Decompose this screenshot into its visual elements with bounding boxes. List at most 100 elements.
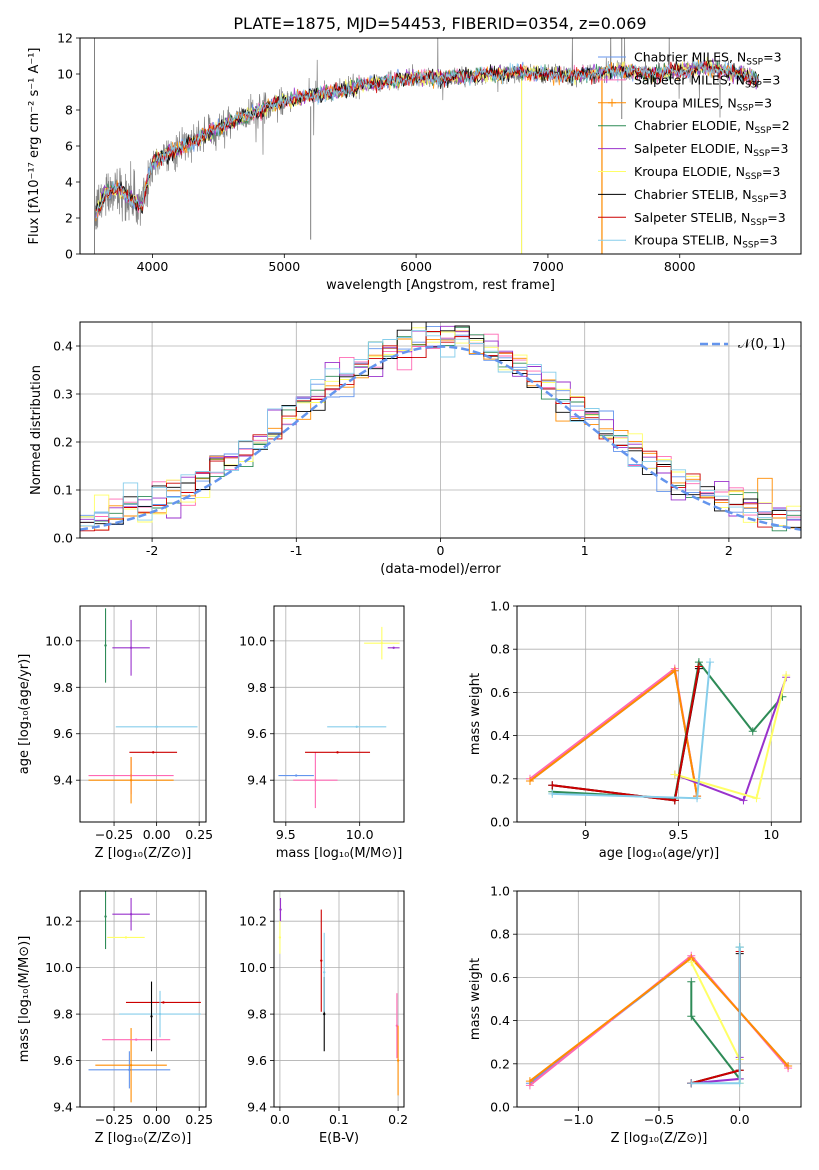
age-vs-z-ytick-label: 10.0	[45, 633, 73, 648]
legend-nssp-prefix: , N	[733, 210, 750, 225]
massweight-marker	[548, 789, 557, 798]
age-vs-z-xtick-label: −0.25	[95, 827, 133, 842]
age-vs-mass-ytick-label: 9.8	[247, 680, 267, 695]
massweight-vs-z-ticks: −1.0 −0.5 0.0 0.0 0.2 0.4 0.6 0.8 1.0	[490, 884, 750, 1128]
massweight-vs-age-ylabel: mass weight	[468, 673, 483, 755]
massweight-marker	[735, 943, 744, 952]
mass-vs-z-xlabel: Z [log₁₀(Z/Z⊙)]	[95, 1131, 192, 1146]
spectrum-ytick-label: 12	[57, 31, 73, 46]
legend-nssp-eq: =	[763, 50, 773, 65]
spectrum-ytick-label: 10	[57, 67, 73, 82]
massweight-vs-z-frame	[516, 890, 802, 1108]
massweight-vs-age-ytick-label: 0.6	[490, 685, 510, 700]
massweight-vs-age-axes: 9 9.5 10 0.0 0.2 0.4 0.6 0.8 1.0 age [log₁₀(age/y…	[468, 599, 802, 861]
massweight-vs-z-axes: −1.0 −0.5 0.0 0.0 0.2 0.4 0.6 0.8 1.0 Z [log₁₀(Z/…	[468, 884, 802, 1146]
age-vs-z-xtick-label: 0.00	[143, 827, 171, 842]
residual-histogram-xtick-label: -2	[146, 543, 158, 558]
legend-label: Salpeter ELODIE, NSSP=3	[634, 141, 788, 159]
massweight-line-kroupa-stelib	[691, 947, 741, 1085]
massweight-marker	[670, 666, 679, 675]
legend-nssp-value: 3	[772, 164, 780, 179]
mass-vs-ebv-ticks: 0.0 0.1 0.2 9.4 9.6 9.8 10.0 10.2	[239, 914, 408, 1127]
massweight-vs-age-xtick-label: 9.5	[669, 827, 689, 842]
age-vs-mass-ticks: 9.5 10.0 9.4 9.6 9.8 10.0	[239, 633, 373, 842]
age-vs-mass-plot	[278, 626, 400, 809]
data-point	[129, 1063, 133, 1067]
legend-nssp-eq: =	[771, 118, 781, 133]
legend-nssp-eq: =	[762, 72, 772, 87]
mass-vs-z-frame	[79, 890, 207, 1108]
massweight-vs-age-xlabel: age [log₁₀(age/yr)]	[599, 846, 720, 861]
legend-nssp-eq: =	[769, 187, 779, 202]
legend-nssp-eq: =	[770, 141, 780, 156]
mass-vs-z-ylabel: mass [log₁₀(M/M⊙)]	[17, 936, 32, 1063]
massweight-vs-age-ytick-label: 0.2	[490, 771, 510, 786]
massweight-vs-z-ytick-label: 0.4	[490, 1013, 510, 1028]
massweight-marker	[525, 1077, 534, 1086]
mass-vs-ebv-frame	[273, 890, 405, 1108]
massweight-marker	[525, 776, 534, 785]
residual-histogram-ytick-label: 0.3	[53, 387, 73, 402]
mass-vs-ebv-plot	[278, 897, 400, 1096]
legend-label: Salpeter STELIB, NSSP=3	[634, 210, 786, 228]
mass-vs-ebv-ytick-label: 9.4	[247, 1100, 267, 1115]
legend-marker	[608, 98, 616, 107]
age-vs-mass-ytick-label: 9.6	[247, 726, 267, 741]
massweight-marker	[739, 796, 748, 805]
legend-label: 𝒩(0, 1)	[738, 337, 785, 352]
massweight-marker	[548, 781, 557, 790]
data-point	[158, 1012, 162, 1016]
legend-label: Chabrier STELIB, NSSP=3	[634, 187, 787, 205]
histogram-legend: 𝒩(0, 1)	[700, 337, 785, 352]
mass-vs-ebv-ytick-label: 10.0	[239, 960, 267, 975]
legend-nssp-sub: SSP	[745, 80, 762, 90]
age-vs-z-ylabel: age [log₁₀(age/yr)]	[17, 654, 32, 775]
residual-histogram-xlabel: (data-model)/error	[380, 562, 501, 577]
massweight-vs-z-ytick-label: 1.0	[490, 884, 510, 899]
massweight-vs-z-ytick-label: 0.2	[490, 1056, 510, 1071]
residual-histogram-xtick-label: 0	[437, 543, 445, 558]
legend-nssp-value: 3	[778, 210, 786, 225]
residual-histogram-plot	[80, 322, 801, 532]
spectrum-ytick-label: 2	[65, 211, 73, 226]
massweight-line-chabrier-miles	[529, 669, 699, 797]
age-vs-mass-ytick-label: 10.0	[239, 633, 267, 648]
legend-label: Kroupa MILES, NSSP=3	[634, 95, 772, 113]
legend-nssp-value: 2	[782, 118, 790, 133]
legend-nssp-value: 3	[770, 233, 778, 248]
residual-histogram-axes: -2 -1 0 1 2 0.0 0.1 0.2 0.3 0.4 (data-model)/error…	[29, 321, 802, 577]
legend-nssp-sub: SSP	[737, 103, 754, 113]
age-vs-mass-ytick-label: 9.4	[247, 773, 267, 788]
data-point	[278, 936, 282, 939]
massweight-vs-z-xlabel: Z [log₁₀(Z/Z⊙)]	[611, 1131, 708, 1146]
mass-vs-z-ytick-label: 9.4	[53, 1100, 73, 1115]
legend-model-name: Chabrier ELODIE	[634, 118, 737, 133]
massweight-vs-z-ytick-label: 0.8	[490, 927, 510, 942]
legend-label: Kroupa STELIB, NSSP=3	[634, 233, 778, 251]
spectrum-xtick-label: 5000	[268, 259, 300, 274]
spectrum-xtick-label: 4000	[137, 259, 169, 274]
data-point	[396, 1059, 400, 1062]
mass-vs-z-xtick-label: −0.25	[95, 1112, 133, 1127]
data-point	[150, 1015, 153, 1018]
massweight-marker	[694, 662, 703, 671]
massweight-vs-z-xtick-label: 0.0	[730, 1112, 750, 1127]
legend-nssp-prefix: , N	[729, 50, 746, 65]
residual-histogram-xtick-label: 2	[725, 543, 733, 558]
residual-histogram-ytick-label: 0.0	[53, 531, 73, 546]
data-point	[129, 778, 133, 782]
age-vs-z-grid	[80, 606, 206, 822]
residual-histogram-ytick-label: 0.1	[53, 483, 73, 498]
legend-model-name: Kroupa STELIB	[634, 233, 725, 248]
spectrum-ytick-label: 8	[65, 103, 73, 118]
age-vs-mass-grid	[274, 606, 404, 822]
mass-vs-z-ytick-label: 10.2	[45, 914, 73, 929]
residual-histogram-ylabel: Normed distribution	[29, 365, 44, 495]
mass-vs-z-ytick-label: 10.0	[45, 960, 73, 975]
mass-vs-ebv-ytick-label: 9.8	[247, 1007, 267, 1022]
age-vs-mass-xlabel: mass [log₁₀(M/M⊙)]	[276, 846, 403, 861]
massweight-marker	[693, 794, 702, 803]
mass-vs-ebv-xtick-label: 0.2	[388, 1112, 408, 1127]
spectrum-ytick-label: 6	[65, 139, 73, 154]
